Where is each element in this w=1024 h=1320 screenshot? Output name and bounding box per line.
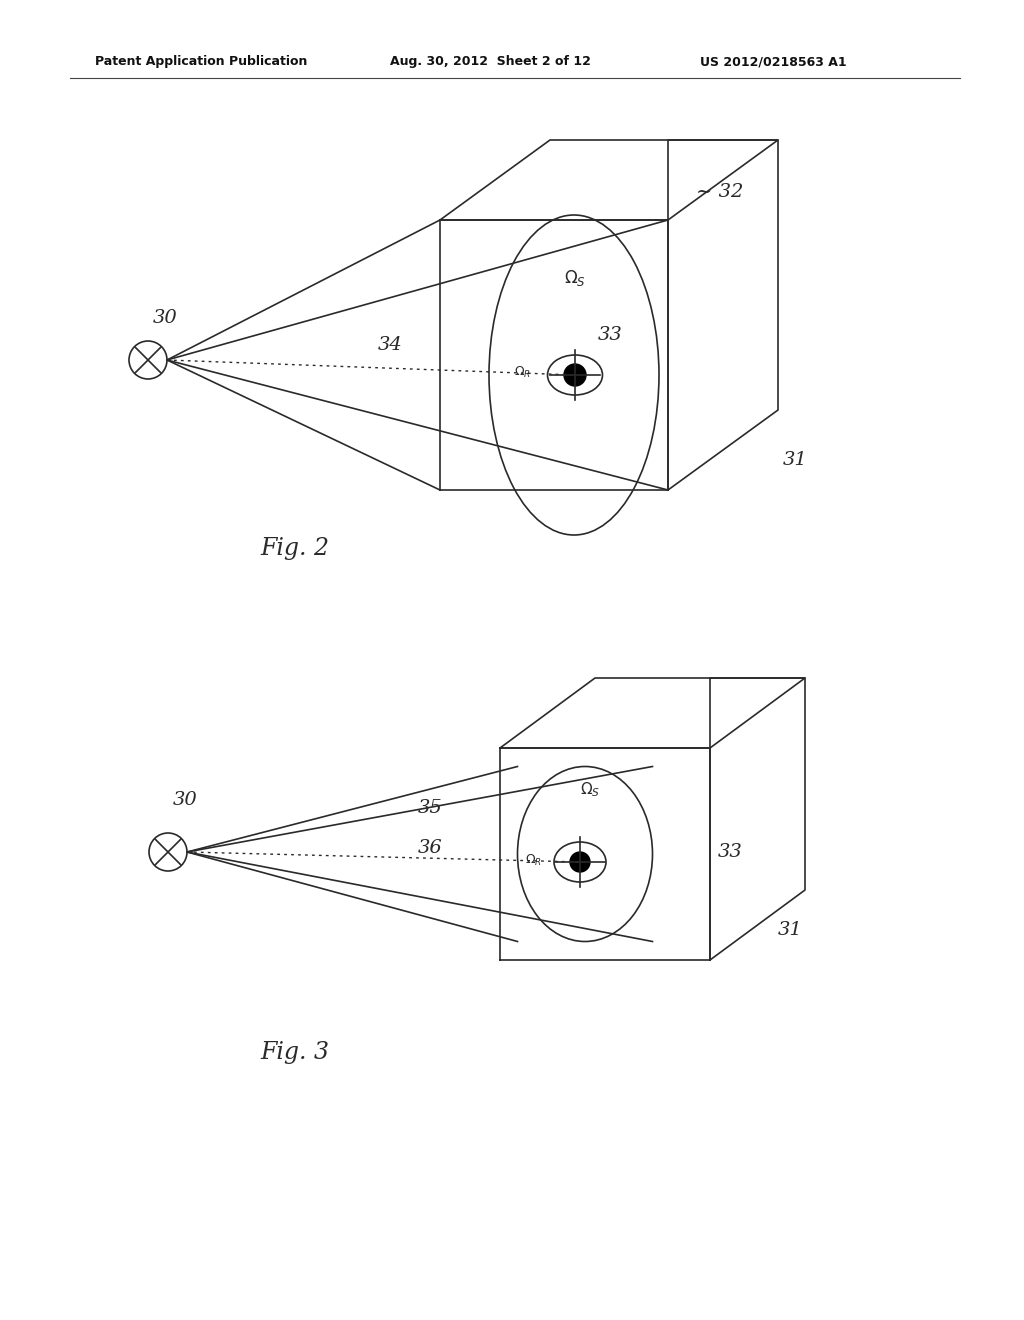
Text: 36: 36 (418, 840, 442, 857)
Text: $\Omega_S$: $\Omega_S$ (564, 268, 586, 288)
Circle shape (570, 851, 590, 873)
Text: 30: 30 (153, 309, 177, 327)
Text: ~ 32: ~ 32 (696, 183, 743, 201)
Text: 31: 31 (777, 921, 803, 939)
Text: 31: 31 (782, 451, 807, 469)
Text: $\Omega_S$: $\Omega_S$ (580, 780, 600, 800)
Circle shape (564, 364, 586, 385)
Text: 35: 35 (418, 799, 442, 817)
Text: 30: 30 (173, 791, 198, 809)
Text: $\Omega_R$: $\Omega_R$ (524, 853, 542, 867)
Text: Fig. 3: Fig. 3 (260, 1040, 330, 1064)
Text: 33: 33 (718, 843, 742, 861)
Text: Patent Application Publication: Patent Application Publication (95, 55, 307, 69)
Text: 34: 34 (378, 337, 402, 354)
Text: $\Omega_R$: $\Omega_R$ (514, 364, 530, 380)
Text: US 2012/0218563 A1: US 2012/0218563 A1 (700, 55, 847, 69)
Text: Fig. 2: Fig. 2 (260, 536, 330, 560)
Text: 33: 33 (598, 326, 623, 345)
Text: Aug. 30, 2012  Sheet 2 of 12: Aug. 30, 2012 Sheet 2 of 12 (390, 55, 591, 69)
